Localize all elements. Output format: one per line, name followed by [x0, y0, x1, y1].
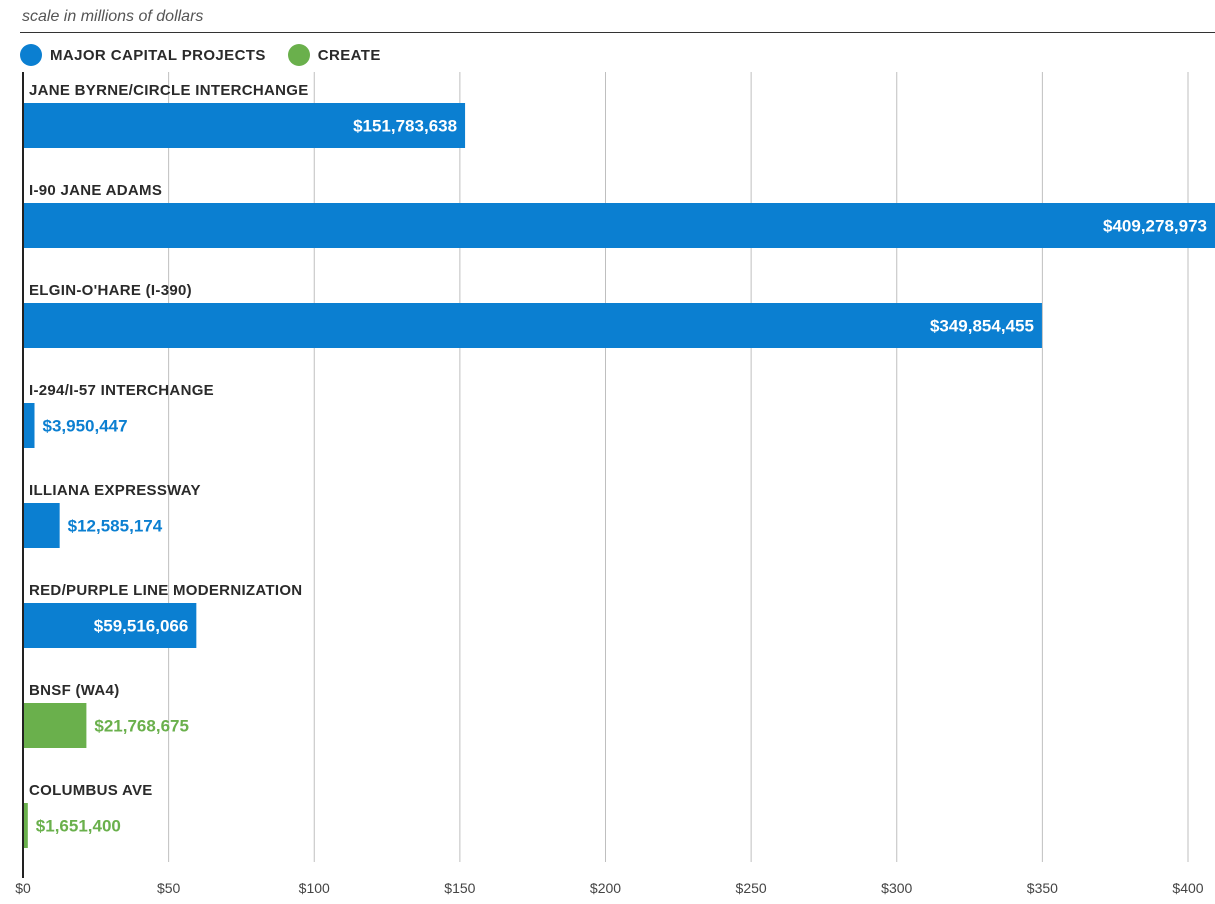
- legend-item-major-capital-projects: MAJOR CAPITAL PROJECTS: [20, 44, 266, 66]
- x-tick-label-0: $0: [15, 880, 31, 896]
- legend-item-create: CREATE: [287, 44, 381, 66]
- bar-i-294-i-57-interchange: [23, 403, 35, 448]
- value-label-columbus-ave: $1,651,400: [36, 817, 121, 836]
- x-tick-label-50: $50: [157, 880, 181, 896]
- legend-label-major-capital-projects: MAJOR CAPITAL PROJECTS: [50, 46, 266, 64]
- value-label-elgin-o-hare-i-390: $349,854,455: [930, 317, 1034, 336]
- value-label-red-purple-line-modernization: $59,516,066: [94, 617, 189, 636]
- category-label-bnsf-wa4: BNSF (WA4): [29, 682, 120, 699]
- x-tick-label-250: $250: [736, 880, 767, 896]
- value-label-jane-byrne-circle-interchange: $151,783,638: [353, 117, 457, 136]
- category-label-columbus-ave: COLUMBUS AVE: [29, 782, 153, 799]
- category-label-red-purple-line-modernization: RED/PURPLE LINE MODERNIZATION: [29, 582, 302, 599]
- category-label-illiana-expressway: ILLIANA EXPRESSWAY: [29, 482, 201, 499]
- bar-illiana-expressway: [23, 503, 60, 548]
- bar-elgin-o-hare-i-390: [23, 303, 1042, 348]
- x-tick-label-300: $300: [881, 880, 912, 896]
- category-label-i-90-jane-adams: I-90 JANE ADAMS: [29, 182, 162, 199]
- category-label-jane-byrne-circle-interchange: JANE BYRNE/CIRCLE INTERCHANGE: [29, 82, 309, 99]
- bar-red-purple-line-modernization: [23, 603, 197, 648]
- legend-swatch-major-capital-projects: [20, 44, 42, 66]
- legend-label-create: CREATE: [317, 46, 381, 64]
- chart-subtitle: scale in millions of dollars: [22, 8, 204, 25]
- value-label-illiana-expressway: $12,585,174: [68, 517, 163, 536]
- value-label-i-294-i-57-interchange: $3,950,447: [43, 417, 128, 436]
- bar-columbus-ave: [23, 803, 28, 848]
- x-tick-label-100: $100: [299, 880, 330, 896]
- x-tick-label-150: $150: [444, 880, 475, 896]
- x-tick-label-200: $200: [590, 880, 621, 896]
- x-tick-label-400: $400: [1172, 880, 1203, 896]
- bar-bnsf-wa4: [23, 703, 87, 748]
- legend-swatch-create: [287, 44, 310, 66]
- value-label-i-90-jane-adams: $409,278,973: [1103, 217, 1207, 236]
- bar-i-90-jane-adams: [23, 203, 1215, 248]
- category-label-elgin-o-hare-i-390: ELGIN-O'HARE (I-390): [29, 282, 192, 299]
- value-label-bnsf-wa4: $21,768,675: [94, 717, 189, 736]
- category-label-i-294-i-57-interchange: I-294/I-57 INTERCHANGE: [29, 382, 214, 399]
- top-rule: [20, 32, 1215, 33]
- x-tick-label-350: $350: [1027, 880, 1058, 896]
- legend: MAJOR CAPITAL PROJECTS CREATE: [20, 44, 403, 66]
- bar-jane-byrne-circle-interchange: [23, 103, 466, 148]
